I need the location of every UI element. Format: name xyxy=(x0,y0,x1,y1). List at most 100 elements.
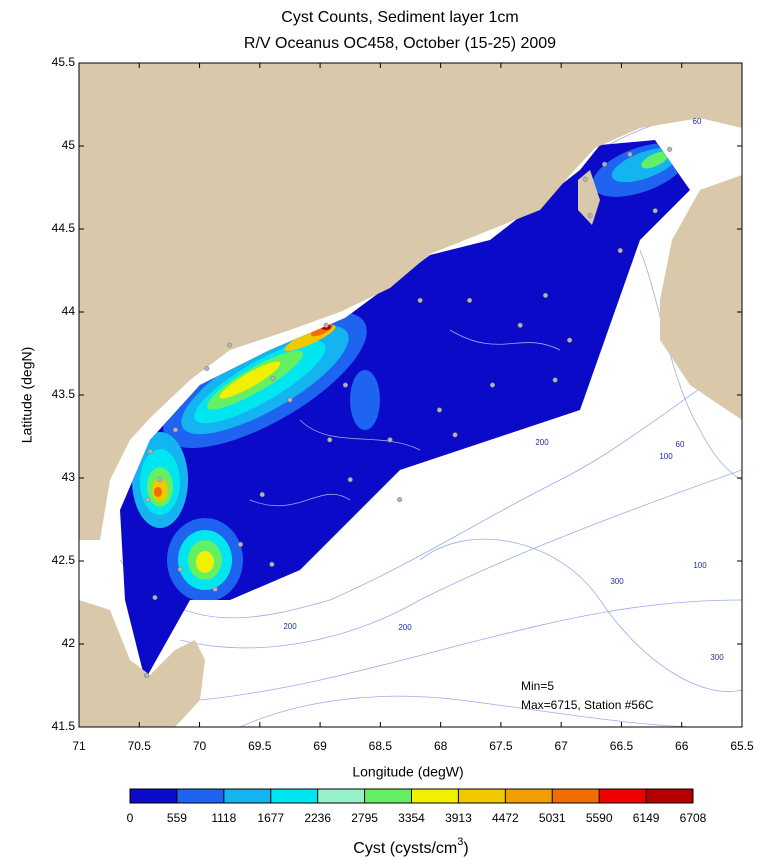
station xyxy=(542,292,549,298)
station xyxy=(212,586,218,592)
land-cape-cod xyxy=(79,600,205,727)
station xyxy=(143,672,150,679)
colorbar-segment xyxy=(270,789,318,803)
colorbar-label-end: ) xyxy=(463,840,468,857)
station xyxy=(517,322,523,328)
colorbar-segment xyxy=(130,789,177,803)
colorbar-tick-label: 6708 xyxy=(680,811,707,825)
station xyxy=(227,342,233,348)
colorbar-tick-label: 3354 xyxy=(398,811,425,825)
x-tick-label: 69 xyxy=(313,739,327,753)
colorbar-segment xyxy=(646,789,693,803)
y-tick-label: 45.5 xyxy=(52,55,76,69)
colorbar-segment xyxy=(176,789,224,803)
colorbar-segment xyxy=(599,789,647,803)
colorbar-tick-label: 4472 xyxy=(492,811,519,825)
contour-line xyxy=(179,469,742,649)
station xyxy=(467,297,473,303)
station xyxy=(582,176,588,182)
colorbar-segment xyxy=(364,789,412,803)
contour-label: 300 xyxy=(710,653,724,662)
annotation: Max=6715, Station #56C xyxy=(521,698,654,712)
station xyxy=(617,248,623,254)
chart-title: Cyst Counts, Sediment layer 1cm xyxy=(281,9,518,26)
station xyxy=(489,382,496,388)
contour-line xyxy=(419,538,742,692)
station xyxy=(287,397,293,403)
station xyxy=(157,477,163,483)
x-tick-label: 68.5 xyxy=(369,739,393,753)
station xyxy=(567,337,573,343)
station xyxy=(259,492,265,498)
contour-line xyxy=(249,329,561,507)
station xyxy=(152,594,158,601)
station xyxy=(269,561,275,567)
concentration-field xyxy=(132,143,688,602)
station xyxy=(452,432,458,438)
contour-label: 200 xyxy=(398,623,412,632)
y-tick-label: 43 xyxy=(62,470,76,484)
colorbar-segment xyxy=(223,789,271,803)
colorbar-tick-label: 2236 xyxy=(304,811,331,825)
y-tick-label: 42.5 xyxy=(52,553,76,567)
station xyxy=(417,297,423,303)
land-grand-manan xyxy=(578,170,600,225)
station xyxy=(177,566,183,572)
station xyxy=(436,407,442,413)
station xyxy=(552,377,558,383)
contour-line xyxy=(639,249,742,481)
colorbar-tick-label: 6149 xyxy=(633,811,660,825)
colorbar-tick-label: 3913 xyxy=(445,811,472,825)
station xyxy=(323,322,329,328)
colorbar-tick-label: 5031 xyxy=(539,811,566,825)
contour-label: 300 xyxy=(610,577,624,586)
station xyxy=(397,497,403,503)
x-tick-label: 70 xyxy=(193,739,207,753)
y-axis-label: Latitude (degN) xyxy=(19,347,35,444)
contour-line xyxy=(119,359,742,619)
x-tick-label: 69.5 xyxy=(248,739,272,753)
station xyxy=(602,161,608,167)
map xyxy=(79,63,742,727)
contour-label: 200 xyxy=(535,438,549,447)
colorbar-label-sup: 3 xyxy=(457,836,463,848)
station xyxy=(587,213,593,219)
colorbar-label-text: Cyst (cysts/cm xyxy=(353,840,457,857)
y-tick-label: 45 xyxy=(62,138,76,152)
annotation: Min=5 xyxy=(521,679,554,693)
station xyxy=(387,437,393,443)
colorbar-label: Cyst (cysts/cm3) xyxy=(353,836,468,857)
x-tick-label: 66.5 xyxy=(610,739,634,753)
colorbar-segment xyxy=(317,789,365,803)
station xyxy=(342,382,348,388)
station xyxy=(327,437,333,443)
colorbar-segment xyxy=(458,789,506,803)
contour-label: 100 xyxy=(659,452,673,461)
land-mainland xyxy=(79,63,742,540)
y-tick-label: 41.5 xyxy=(52,719,76,733)
colorbar-segment xyxy=(411,789,459,803)
x-axis-label: Longitude (degW) xyxy=(352,764,463,780)
colorbar-tick-label: 1677 xyxy=(257,811,284,825)
station xyxy=(627,151,633,157)
colorbar-tick-label: 2795 xyxy=(351,811,378,825)
colorbar-segment xyxy=(552,789,600,803)
contour-label: 100 xyxy=(693,561,707,570)
x-tick-label: 68 xyxy=(434,739,448,753)
contour-line xyxy=(199,599,742,701)
y-tick-label: 44.5 xyxy=(52,221,76,235)
station xyxy=(172,427,178,433)
y-tick-label: 42 xyxy=(62,636,76,650)
contour-label: 200 xyxy=(283,622,297,631)
station xyxy=(204,365,210,371)
chart-subtitle: R/V Oceanus OC458, October (15-25) 2009 xyxy=(244,35,556,52)
colorbar-tick-label: 0 xyxy=(127,811,134,825)
station xyxy=(237,541,244,547)
x-tick-label: 67 xyxy=(555,739,569,753)
colorbar-segment xyxy=(505,789,553,803)
contour-line xyxy=(239,695,701,727)
contour-label: 60 xyxy=(693,117,702,126)
station xyxy=(347,477,353,483)
y-tick-label: 44 xyxy=(62,304,76,318)
x-tick-label: 65.5 xyxy=(730,739,754,753)
